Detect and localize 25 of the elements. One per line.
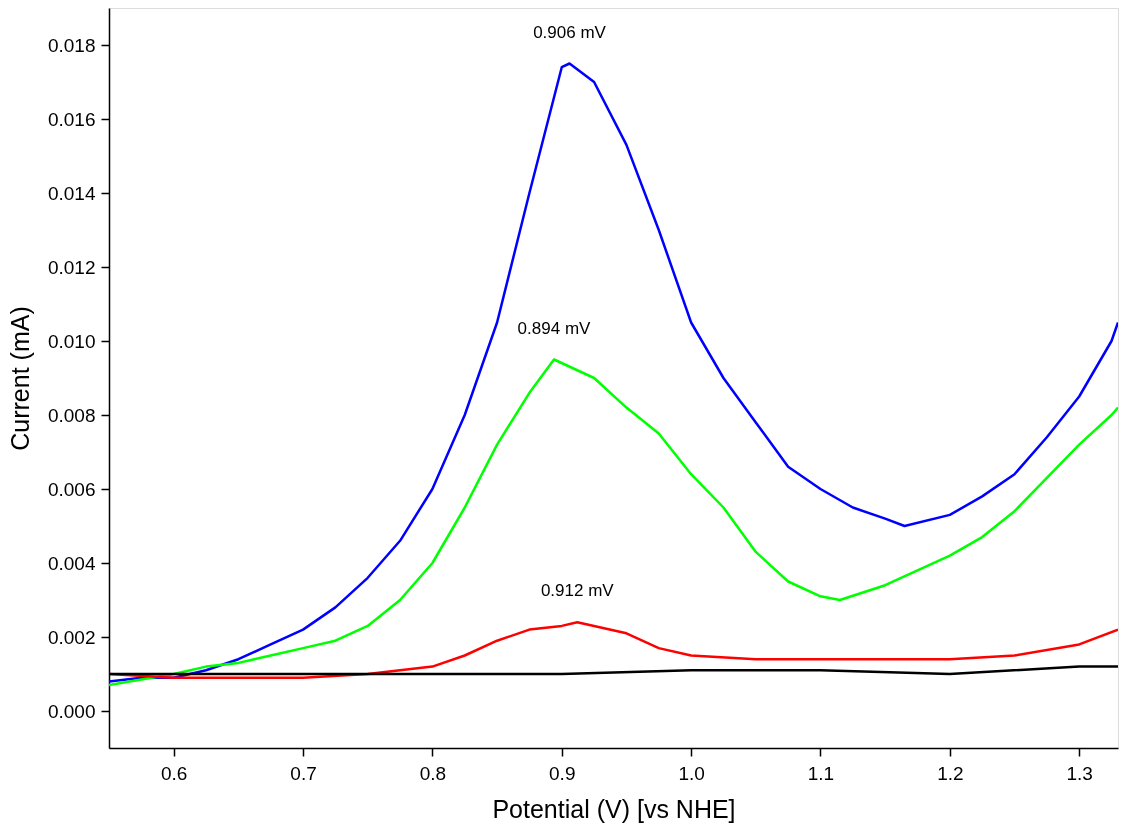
y-tick-label: 0.006 <box>47 478 96 500</box>
x-tick-label: 1.3 <box>1066 762 1093 784</box>
y-tick-label: 0.018 <box>47 34 96 56</box>
annotation: 0.894 mV <box>517 318 592 338</box>
line-series <box>109 358 1118 687</box>
y-tick-label: 0.004 <box>47 552 96 574</box>
x-tick-label: 0.6 <box>160 762 188 784</box>
x-tick-label: 1.2 <box>937 762 964 784</box>
y-tick-label: 0.002 <box>47 626 96 648</box>
line-series <box>109 62 1118 683</box>
y-tick-label: 0.012 <box>47 256 96 278</box>
x-tick-label: 1.0 <box>678 762 705 784</box>
y-tick-label: 0.016 <box>47 108 96 130</box>
y-tick-label: 0.010 <box>47 330 96 352</box>
x-tick-label: 0.7 <box>290 762 317 784</box>
y-axis-title: Current (mA) <box>5 306 34 451</box>
y-tick-label: 0.000 <box>47 700 96 722</box>
x-tick-label: 0.8 <box>419 762 447 784</box>
x-axis-title: Potential (V) [vs NHE] <box>492 794 736 823</box>
x-tick-label: 0.9 <box>549 762 576 784</box>
y-tick-label: 0.008 <box>47 404 96 426</box>
y-tick-label: 0.014 <box>47 182 96 204</box>
annotation: 0.912 mV <box>540 581 615 601</box>
annotation: 0.906 mV <box>533 22 607 42</box>
x-tick-label: 1.1 <box>807 762 835 784</box>
